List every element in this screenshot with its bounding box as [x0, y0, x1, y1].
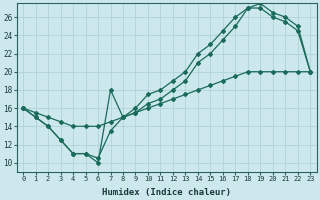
X-axis label: Humidex (Indice chaleur): Humidex (Indice chaleur) [102, 188, 231, 197]
